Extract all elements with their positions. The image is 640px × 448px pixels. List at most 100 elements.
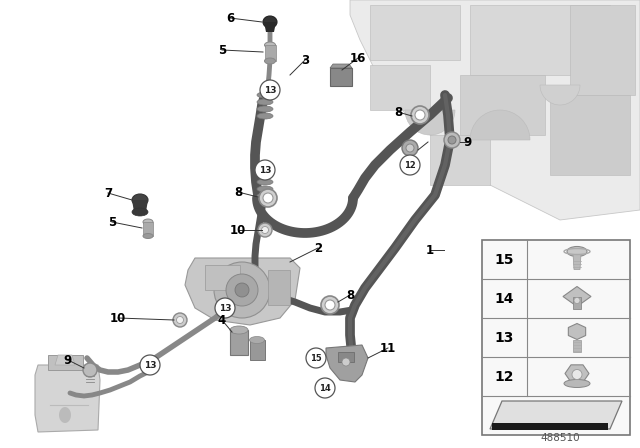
Bar xyxy=(550,95,630,175)
Polygon shape xyxy=(264,22,276,32)
Text: 13: 13 xyxy=(144,361,156,370)
Text: 6: 6 xyxy=(226,12,234,25)
Circle shape xyxy=(306,348,326,368)
Text: 10: 10 xyxy=(230,224,246,237)
Polygon shape xyxy=(490,401,622,429)
Circle shape xyxy=(415,110,425,120)
Circle shape xyxy=(215,298,235,318)
Circle shape xyxy=(258,223,272,237)
Ellipse shape xyxy=(257,179,273,185)
Polygon shape xyxy=(143,222,153,236)
Bar xyxy=(330,68,352,86)
Text: 488510: 488510 xyxy=(540,433,580,443)
Circle shape xyxy=(173,313,187,327)
Ellipse shape xyxy=(143,233,153,238)
Text: 4: 4 xyxy=(218,314,226,327)
Ellipse shape xyxy=(257,186,273,192)
Ellipse shape xyxy=(257,172,273,178)
Ellipse shape xyxy=(230,326,248,334)
Text: 14: 14 xyxy=(494,292,514,306)
Wedge shape xyxy=(470,110,530,140)
Bar xyxy=(482,240,630,435)
Bar xyxy=(268,270,290,305)
Polygon shape xyxy=(326,345,368,382)
Ellipse shape xyxy=(143,219,153,225)
Text: 16: 16 xyxy=(350,52,366,65)
Ellipse shape xyxy=(257,106,273,112)
Text: 11: 11 xyxy=(380,341,396,354)
Text: 8: 8 xyxy=(234,185,242,198)
Ellipse shape xyxy=(257,92,273,98)
Circle shape xyxy=(214,262,270,318)
Ellipse shape xyxy=(264,58,275,64)
Circle shape xyxy=(235,283,249,297)
Circle shape xyxy=(444,132,460,148)
Polygon shape xyxy=(568,323,586,340)
Ellipse shape xyxy=(567,246,587,257)
Circle shape xyxy=(402,140,418,156)
Bar xyxy=(48,355,83,370)
Ellipse shape xyxy=(564,379,590,388)
Text: 1: 1 xyxy=(426,244,434,257)
Text: 13: 13 xyxy=(259,165,271,175)
Circle shape xyxy=(406,144,414,152)
Bar xyxy=(230,330,248,355)
Polygon shape xyxy=(55,355,75,365)
Ellipse shape xyxy=(257,193,273,199)
Polygon shape xyxy=(185,258,300,325)
Bar xyxy=(570,5,635,95)
Bar xyxy=(370,65,430,110)
Text: 13: 13 xyxy=(264,86,276,95)
Ellipse shape xyxy=(257,113,273,119)
Text: 7: 7 xyxy=(104,186,112,199)
Polygon shape xyxy=(264,45,275,61)
Text: 15: 15 xyxy=(310,353,322,362)
Bar xyxy=(338,352,354,362)
Text: 2: 2 xyxy=(314,241,322,254)
Circle shape xyxy=(400,155,420,175)
Polygon shape xyxy=(573,254,581,270)
Polygon shape xyxy=(35,365,100,432)
Circle shape xyxy=(263,193,273,203)
Circle shape xyxy=(325,300,335,310)
Bar xyxy=(430,135,490,185)
Polygon shape xyxy=(350,0,640,220)
Text: 8: 8 xyxy=(394,105,402,119)
Polygon shape xyxy=(563,287,591,306)
Text: 14: 14 xyxy=(319,383,331,392)
Text: 10: 10 xyxy=(110,311,126,324)
Circle shape xyxy=(342,358,350,366)
Ellipse shape xyxy=(257,99,273,105)
Text: 5: 5 xyxy=(108,215,116,228)
Wedge shape xyxy=(540,85,580,105)
Circle shape xyxy=(255,160,275,180)
Bar xyxy=(460,75,545,135)
Text: 12: 12 xyxy=(404,160,416,169)
Text: 9: 9 xyxy=(64,353,72,366)
Bar xyxy=(470,5,610,75)
Circle shape xyxy=(83,363,97,377)
Circle shape xyxy=(572,370,582,379)
Circle shape xyxy=(262,227,269,233)
Circle shape xyxy=(177,316,184,323)
Text: 13: 13 xyxy=(494,331,514,345)
Circle shape xyxy=(321,296,339,314)
Ellipse shape xyxy=(263,16,277,28)
Text: 5: 5 xyxy=(218,43,226,56)
Circle shape xyxy=(260,80,280,100)
Circle shape xyxy=(574,297,580,303)
Circle shape xyxy=(226,274,258,306)
Ellipse shape xyxy=(250,336,264,344)
Polygon shape xyxy=(59,407,71,423)
Ellipse shape xyxy=(132,194,148,206)
Bar xyxy=(250,340,265,360)
Text: 13: 13 xyxy=(219,303,231,313)
Text: 9: 9 xyxy=(464,135,472,148)
Text: 8: 8 xyxy=(346,289,354,302)
Circle shape xyxy=(315,378,335,398)
Polygon shape xyxy=(565,365,589,382)
Polygon shape xyxy=(330,64,352,68)
Wedge shape xyxy=(405,110,455,135)
Ellipse shape xyxy=(264,42,275,48)
Circle shape xyxy=(259,189,277,207)
